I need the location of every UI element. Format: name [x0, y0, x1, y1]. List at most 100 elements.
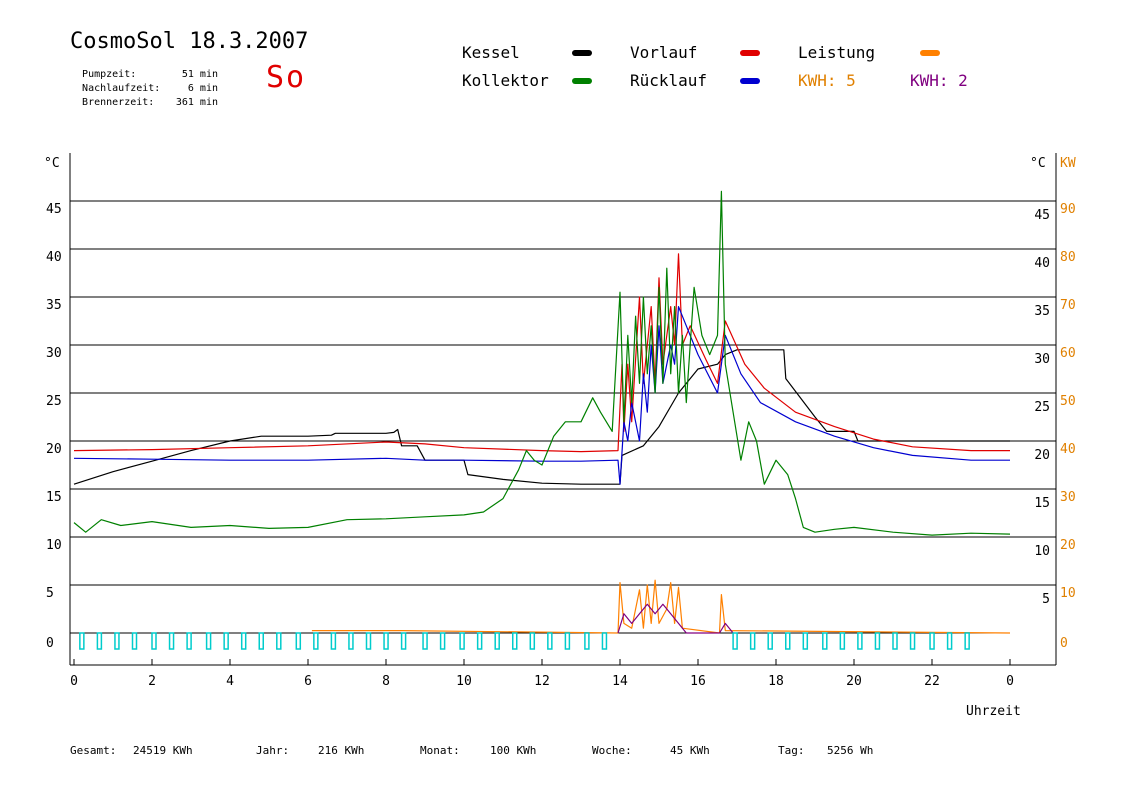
legend-kwh-total: KWH: 5: [798, 71, 856, 90]
legend-kollektor-label: Kollektor: [462, 71, 549, 90]
pump-pulse-36: [839, 632, 846, 650]
kw-tick-60: 60: [1060, 346, 1076, 361]
chart-title: CosmoSol 18.3.2007: [70, 29, 309, 54]
footer-monat-value: 100 KWh: [490, 744, 537, 757]
y-tick-left-5: 5: [46, 586, 54, 601]
y-tick-right-35: 35: [1034, 304, 1050, 319]
x-tick-label-10: 20: [846, 674, 862, 689]
footer-woche-label: Woche:: [592, 744, 632, 757]
x-tick-label-6: 12: [534, 674, 550, 689]
y-tick-left-15: 15: [46, 490, 62, 505]
footer-woche-value: 45 KWh: [670, 744, 710, 757]
y-unit-right: °C: [1030, 156, 1046, 171]
y-tick-left-10: 10: [46, 538, 62, 553]
x-axis-label: Uhrzeit: [966, 704, 1021, 719]
pump-pulse-27: [564, 632, 571, 650]
x-tick-label-3: 6: [304, 674, 312, 689]
nachlaufzeit-value: 6 min: [187, 83, 218, 94]
pump-pulse-5: [168, 632, 175, 650]
y-tick-left-35: 35: [46, 298, 62, 313]
pump-pulse-10: [258, 632, 264, 650]
pump-pulse-17: [383, 632, 389, 650]
pump-pulse-38: [874, 632, 881, 650]
x-tick-label-4: 8: [382, 674, 390, 689]
legend-kwh-secondary: KWH: 2: [910, 71, 968, 90]
pump-pulse-41: [929, 632, 935, 650]
pump-pulse-18: [400, 632, 407, 650]
brennerzeit-label: Brennerzeit:: [82, 97, 155, 108]
kw-tick-50: 50: [1060, 394, 1076, 409]
kw-tick-40: 40: [1060, 442, 1076, 457]
pump-pulse-34: [802, 632, 809, 650]
y-tick-right-25: 25: [1034, 400, 1050, 415]
pumpzeit-label: Pumpzeit:: [82, 69, 137, 80]
pump-pulse-6: [186, 632, 192, 650]
pump-pulse-33: [785, 632, 791, 650]
x-tick-label-2: 4: [226, 674, 234, 689]
pump-pulse-8: [223, 632, 229, 650]
pump-pulse-12: [295, 632, 302, 650]
pump-pulse-35: [822, 632, 828, 650]
x-tick-label-11: 22: [924, 674, 940, 689]
pump-pulse-42: [946, 632, 953, 650]
y-tick-left-45: 45: [46, 202, 62, 217]
footer-jahr-label: Jahr:: [256, 744, 290, 757]
x-tick-label-12: 0: [1006, 674, 1014, 689]
x-tick-label-0: 0: [70, 674, 78, 689]
legend-ruecklauf-label: Rücklauf: [630, 71, 708, 90]
y-tick-right-15: 15: [1034, 496, 1050, 511]
legend-kessel-swatch: [572, 50, 592, 56]
pump-pulse-1: [96, 632, 103, 650]
pump-pulse-31: [749, 632, 756, 650]
x-tick-label-1: 2: [148, 674, 156, 689]
series-line-leistung: [311, 579, 1011, 634]
kw-tick-70: 70: [1060, 298, 1076, 313]
pump-pulse-22: [476, 632, 483, 650]
footer-tag-value: 5256 Wh: [827, 744, 874, 757]
footer-monat-label: Monat:: [420, 744, 460, 757]
nachlaufzeit-stat: Nachlaufzeit: 6 min: [70, 72, 218, 94]
footer-jahr-value: 216 KWh: [318, 744, 365, 757]
pumpzeit-stat: Pumpzeit: 51 min: [70, 58, 218, 80]
kw-tick-90: 90: [1060, 202, 1076, 217]
x-tick-label-9: 18: [768, 674, 784, 689]
y-tick-left-20: 20: [46, 442, 62, 457]
pump-pulse-30: [732, 632, 738, 650]
pump-pulse-11: [276, 632, 282, 650]
series-line-kollektor: [73, 190, 1011, 536]
pump-pulse-14: [330, 632, 337, 650]
y-unit-left: °C: [44, 156, 60, 171]
pump-pulse-21: [459, 632, 465, 650]
pump-pulse-4: [151, 632, 157, 650]
y-tick-right-10: 10: [1034, 544, 1050, 559]
pump-pulse-26: [547, 632, 553, 650]
pump-pulse-19: [422, 632, 428, 650]
legend-kessel-label: Kessel: [462, 43, 520, 62]
kw-tick-20: 20: [1060, 538, 1076, 553]
y-tick-right-20: 20: [1034, 448, 1050, 463]
series-line-kessel: [73, 349, 1010, 485]
pump-pulse-13: [313, 632, 319, 650]
pump-pulse-25: [529, 632, 536, 650]
y-tick-left-0: 0: [46, 636, 54, 651]
pump-pulse-15: [348, 632, 354, 650]
pump-pulse-20: [439, 632, 446, 650]
y-tick-right-45: 45: [1034, 208, 1050, 223]
y-tick-right-30: 30: [1034, 352, 1050, 367]
series-line-kwh-2: [617, 603, 734, 634]
kw-tick-0: 0: [1060, 636, 1068, 651]
y-tick-right-40: 40: [1034, 256, 1050, 271]
x-tick-label-5: 10: [456, 674, 472, 689]
x-tick-label-8: 16: [690, 674, 706, 689]
kw-tick-80: 80: [1060, 250, 1076, 265]
brennerzeit-stat: Brennerzeit: 361 min: [70, 86, 218, 108]
y-tick-right-5: 5: [1042, 592, 1050, 607]
legend-kollektor-swatch: [572, 78, 592, 84]
legend-ruecklauf-swatch: [740, 78, 760, 84]
series-line-vorlauf: [73, 253, 1010, 453]
pump-pulse-40: [909, 632, 916, 650]
legend-vorlauf-label: Vorlauf: [630, 43, 698, 62]
footer-gesamt-label: Gesamt:: [70, 744, 117, 757]
legend-vorlauf-swatch: [740, 50, 760, 56]
